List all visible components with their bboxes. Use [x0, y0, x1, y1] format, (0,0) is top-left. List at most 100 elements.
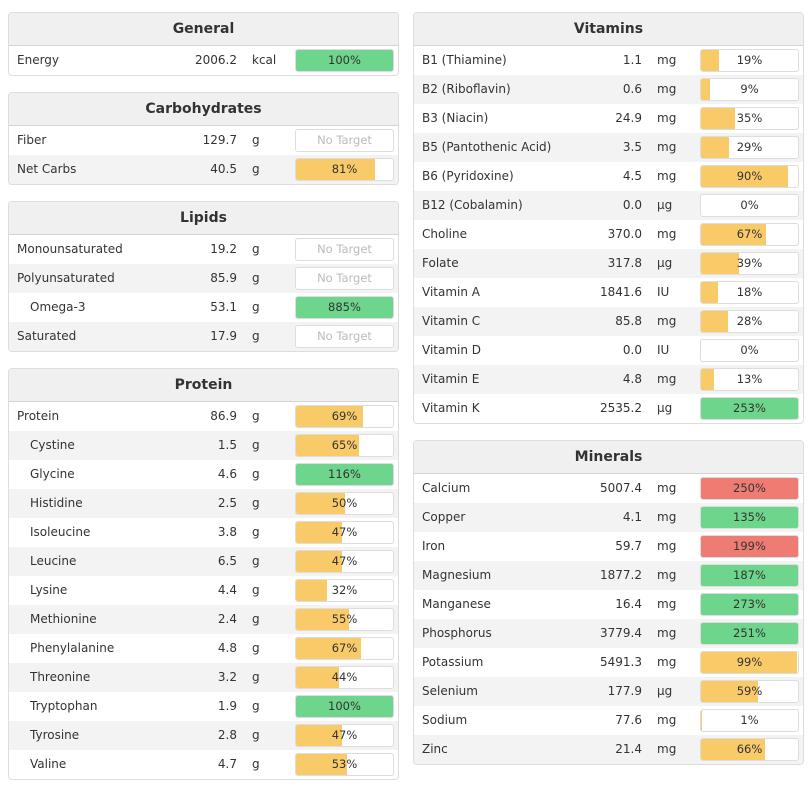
target-percent-label: 99% — [736, 655, 763, 669]
nutrient-row-b2-riboflavin[interactable]: B2 (Riboflavin) 0.6 mg 9% — [414, 75, 803, 104]
nutrient-amount: 53.1 — [210, 300, 237, 314]
nutrient-amount: 85.8 — [615, 314, 642, 328]
nutrient-unit: mg — [657, 140, 677, 154]
panel-rows: B1 (Thiamine) 1.1 mg 19% B2 (Riboflavin)… — [414, 46, 803, 423]
nutrient-row-valine[interactable]: Valine 4.7 g 53% — [9, 750, 398, 779]
target-percent-label: 67% — [331, 641, 358, 655]
nutrient-row-zinc[interactable]: Zinc 21.4 mg 66% — [414, 735, 803, 764]
nutrient-row-vitamin-d[interactable]: Vitamin D 0.0 IU 0% — [414, 336, 803, 365]
target-progress-fill — [296, 464, 393, 485]
nutrient-row-manganese[interactable]: Manganese 16.4 mg 273% — [414, 590, 803, 619]
nutrient-row-magnesium[interactable]: Magnesium 1877.2 mg 187% — [414, 561, 803, 590]
nutrient-unit: g — [252, 728, 260, 742]
target-percent-label: No Target — [317, 329, 372, 343]
nutrient-name: B1 (Thiamine) — [422, 53, 507, 67]
nutrient-name: Polyunsaturated — [17, 271, 115, 285]
target-progress-bar: 100% — [295, 695, 394, 718]
nutrient-amount: 1877.2 — [600, 568, 642, 582]
target-progress-fill — [701, 478, 798, 499]
nutrient-row-fiber[interactable]: Fiber 129.7 g No Target — [9, 126, 398, 155]
nutrient-row-vitamin-a[interactable]: Vitamin A 1841.6 IU 18% — [414, 278, 803, 307]
nutrient-unit: mg — [657, 169, 677, 183]
nutrient-amount: 370.0 — [607, 227, 642, 241]
nutrient-unit: mg — [657, 111, 677, 125]
nutrient-unit: g — [252, 409, 260, 423]
nutrient-row-folate[interactable]: Folate 317.8 µg 39% — [414, 249, 803, 278]
nutrient-name: Energy — [17, 53, 60, 67]
nutrient-row-polyunsaturated[interactable]: Polyunsaturated 85.9 g No Target — [9, 264, 398, 293]
nutrient-unit: g — [252, 641, 260, 655]
target-percent-label: 1% — [740, 713, 759, 727]
target-percent-label: 18% — [736, 285, 763, 299]
nutrient-row-b3-niacin[interactable]: B3 (Niacin) 24.9 mg 35% — [414, 104, 803, 133]
nutrient-name: Zinc — [422, 742, 448, 756]
target-percent-label: 53% — [331, 757, 358, 771]
nutrient-row-sodium[interactable]: Sodium 77.6 mg 1% — [414, 706, 803, 735]
target-progress-bar: 55% — [295, 608, 394, 631]
nutrient-unit: mg — [657, 510, 677, 524]
nutrient-row-selenium[interactable]: Selenium 177.9 µg 59% — [414, 677, 803, 706]
nutrient-row-histidine[interactable]: Histidine 2.5 g 50% — [9, 489, 398, 518]
panel-title: Minerals — [414, 441, 803, 474]
target-progress-bar: 13% — [700, 368, 799, 391]
nutrient-row-calcium[interactable]: Calcium 5007.4 mg 250% — [414, 474, 803, 503]
nutrient-row-lysine[interactable]: Lysine 4.4 g 32% — [9, 576, 398, 605]
nutrient-row-b1-thiamine[interactable]: B1 (Thiamine) 1.1 mg 19% — [414, 46, 803, 75]
target-progress-fill — [701, 224, 766, 245]
nutrient-unit: mg — [657, 742, 677, 756]
target-progress-fill — [296, 551, 342, 572]
nutrient-row-threonine[interactable]: Threonine 3.2 g 44% — [9, 663, 398, 692]
nutrient-row-glycine[interactable]: Glycine 4.6 g 116% — [9, 460, 398, 489]
target-percent-label: 19% — [736, 53, 763, 67]
target-progress-fill — [296, 406, 363, 427]
nutrient-row-monounsaturated[interactable]: Monounsaturated 19.2 g No Target — [9, 235, 398, 264]
nutrient-row-potassium[interactable]: Potassium 5491.3 mg 99% — [414, 648, 803, 677]
target-progress-bar: 885% — [295, 296, 394, 319]
nutrient-row-tryptophan[interactable]: Tryptophan 1.9 g 100% — [9, 692, 398, 721]
nutrient-row-b12-cobalamin[interactable]: B12 (Cobalamin) 0.0 µg 0% — [414, 191, 803, 220]
nutrient-row-vitamin-k[interactable]: Vitamin K 2535.2 µg 253% — [414, 394, 803, 423]
nutrient-amount: 317.8 — [607, 256, 642, 270]
nutrient-name: Isoleucine — [30, 525, 91, 539]
nutrient-row-protein[interactable]: Protein 86.9 g 69% — [9, 402, 398, 431]
nutrient-amount: 129.7 — [202, 133, 237, 147]
nutrient-unit: g — [252, 583, 260, 597]
panel-title: Lipids — [9, 202, 398, 235]
nutrient-row-methionine[interactable]: Methionine 2.4 g 55% — [9, 605, 398, 634]
nutrient-row-vitamin-e[interactable]: Vitamin E 4.8 mg 13% — [414, 365, 803, 394]
target-progress-bar: 66% — [700, 738, 799, 761]
target-progress-fill — [701, 79, 710, 100]
nutrient-row-iron[interactable]: Iron 59.7 mg 199% — [414, 532, 803, 561]
nutrient-row-choline[interactable]: Choline 370.0 mg 67% — [414, 220, 803, 249]
nutrient-row-net-carbs[interactable]: Net Carbs 40.5 g 81% — [9, 155, 398, 184]
nutrient-row-copper[interactable]: Copper 4.1 mg 135% — [414, 503, 803, 532]
nutrient-amount: 3.8 — [217, 525, 237, 539]
nutrient-unit: µg — [657, 401, 673, 415]
nutrient-unit: g — [252, 162, 260, 176]
target-percent-label: No Target — [317, 271, 372, 285]
nutrient-row-omega-3[interactable]: Omega-3 53.1 g 885% — [9, 293, 398, 322]
nutrient-amount: 24.9 — [615, 111, 642, 125]
nutrient-row-vitamin-c[interactable]: Vitamin C 85.8 mg 28% — [414, 307, 803, 336]
nutrient-amount: 1.9 — [217, 699, 237, 713]
nutrient-unit: mg — [657, 597, 677, 611]
nutrient-name: Sodium — [422, 713, 468, 727]
nutrient-row-leucine[interactable]: Leucine 6.5 g 47% — [9, 547, 398, 576]
nutrient-row-phenylalanine[interactable]: Phenylalanine 4.8 g 67% — [9, 634, 398, 663]
nutrient-amount: 85.9 — [210, 271, 237, 285]
nutrient-unit: mg — [657, 655, 677, 669]
nutrient-amount: 59.7 — [615, 539, 642, 553]
nutrient-row-phosphorus[interactable]: Phosphorus 3779.4 mg 251% — [414, 619, 803, 648]
nutrient-unit: mg — [657, 227, 677, 241]
nutrient-row-energy[interactable]: Energy 2006.2 kcal 100% — [9, 46, 398, 75]
nutrient-row-b6-pyridoxine[interactable]: B6 (Pyridoxine) 4.5 mg 90% — [414, 162, 803, 191]
target-progress-fill — [296, 725, 342, 746]
nutrient-row-b5-pantothenic-acid[interactable]: B5 (Pantothenic Acid) 3.5 mg 29% — [414, 133, 803, 162]
nutrient-row-isoleucine[interactable]: Isoleucine 3.8 g 47% — [9, 518, 398, 547]
nutrient-row-saturated[interactable]: Saturated 17.9 g No Target — [9, 322, 398, 351]
nutrient-unit: mg — [657, 82, 677, 96]
nutrient-row-tyrosine[interactable]: Tyrosine 2.8 g 47% — [9, 721, 398, 750]
panel-title: Carbohydrates — [9, 93, 398, 126]
target-percent-label: 187% — [733, 568, 766, 582]
nutrient-row-cystine[interactable]: Cystine 1.5 g 65% — [9, 431, 398, 460]
